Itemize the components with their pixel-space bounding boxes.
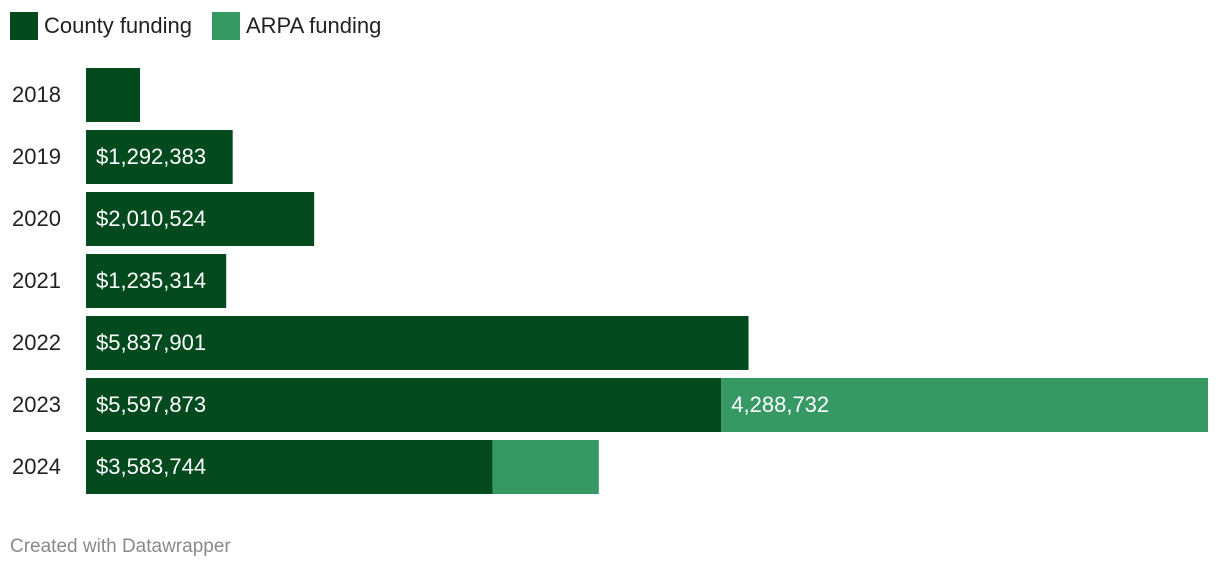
credit: Created with Datawrapper — [10, 536, 231, 557]
category-label: 2023 — [12, 392, 61, 417]
bar-segment — [86, 192, 315, 246]
legend-label: ARPA funding — [246, 13, 381, 38]
bar-segment — [86, 316, 749, 370]
category-label: 2021 — [12, 268, 61, 293]
value-label: $3,583,744 — [96, 454, 206, 479]
legend-swatch — [212, 12, 240, 40]
bar-segment — [492, 440, 599, 494]
category-label: 2019 — [12, 144, 61, 169]
value-label: $1,235,314 — [96, 268, 206, 293]
bar-segment — [86, 254, 227, 308]
bar-segment — [86, 378, 722, 432]
legend-swatch — [10, 12, 38, 40]
category-label: 2020 — [12, 206, 61, 231]
value-label: $5,837,901 — [96, 330, 206, 355]
bar-segment — [721, 378, 1208, 432]
bar-segment — [86, 440, 493, 494]
value-label: $5,597,873 — [96, 392, 206, 417]
value-label: 4,288,732 — [731, 392, 829, 417]
category-label: 2022 — [12, 330, 61, 355]
bar-segment — [86, 130, 233, 184]
legend-label: County funding — [44, 13, 192, 38]
category-label: 2018 — [12, 82, 61, 107]
value-label: $1,292,383 — [96, 144, 206, 169]
value-label: $2,010,524 — [96, 206, 206, 231]
category-label: 2024 — [12, 454, 61, 479]
bar-segment — [86, 68, 141, 122]
